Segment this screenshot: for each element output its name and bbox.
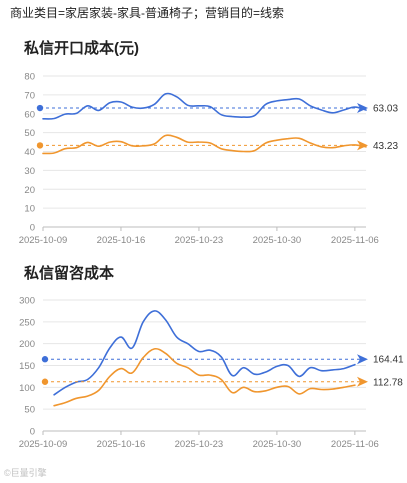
reference-arrow-0 — [357, 354, 368, 365]
chart-title-open-cost: 私信开口成本(元) — [24, 40, 139, 57]
reference-arrow-0 — [357, 103, 368, 114]
y-tick-label: 0 — [30, 223, 35, 234]
series-line-1 — [42, 134, 367, 155]
watermark-text: ©巨量引擎 — [4, 468, 47, 478]
reference-dot-0 — [36, 104, 44, 112]
x-tick-label: 2025-10-09 — [19, 235, 68, 245]
y-tick-label: 300 — [19, 296, 35, 307]
filter-header: 商业类目=家居家装-家具-普通椅子；营销目的=线索 — [10, 6, 285, 20]
x-tick-label: 2025-10-16 — [97, 235, 146, 245]
y-tick-label: 0 — [30, 427, 35, 438]
y-tick-label: 20 — [24, 185, 35, 196]
open-cost-chart: 0 10 20 30 40 50 60 70 80 2025-10-09 2025-10-16 202… — [19, 72, 399, 246]
x-tick-label: 2025-10-09 — [19, 439, 68, 450]
x-tick-label: 2025-11-06 — [331, 235, 379, 245]
x-tick-label: 2025-10-16 — [97, 439, 146, 450]
series-line-1 — [53, 347, 356, 407]
y-tick-label: 60 — [24, 109, 35, 120]
reference-arrow-1 — [357, 376, 368, 387]
y-tick-label: 200 — [19, 339, 35, 350]
reference-label-0: 63.03 — [373, 104, 398, 115]
reference-dot-0 — [41, 356, 49, 363]
y-tick-label: 250 — [19, 317, 35, 328]
x-tick-label: 2025-11-06 — [331, 439, 379, 450]
reference-label-1: 112.78 — [373, 377, 403, 388]
reference-label-0: 164.41 — [373, 355, 404, 366]
x-tick-label: 2025-10-30 — [253, 439, 302, 450]
y-tick-label: 10 — [24, 204, 35, 215]
y-tick-label: 40 — [24, 147, 35, 158]
reference-arrow-1 — [357, 140, 368, 151]
series-line-0 — [53, 310, 356, 396]
y-tick-label: 100 — [19, 383, 35, 394]
y-tick-label: 50 — [24, 405, 35, 416]
chart-title-lead-cost: 私信留咨成本 — [24, 265, 115, 282]
y-tick-label: 70 — [24, 90, 35, 101]
reference-label-1: 43.23 — [373, 141, 398, 152]
y-tick-label: 30 — [24, 166, 35, 177]
lead-cost-chart: 0 50 100 150 200 250 300 2025-10-09 2025-10-16 20… — [19, 296, 404, 451]
reference-dot-1 — [36, 142, 44, 149]
x-tick-label: 2025-10-23 — [175, 235, 224, 245]
x-tick-label: 2025-10-23 — [175, 439, 224, 450]
x-tick-label: 2025-10-30 — [253, 235, 302, 245]
reference-dot-1 — [41, 378, 49, 385]
y-tick-label: 150 — [19, 361, 35, 372]
y-tick-label: 50 — [24, 128, 35, 139]
y-tick-label: 80 — [24, 72, 35, 83]
series-line-0 — [42, 92, 367, 120]
